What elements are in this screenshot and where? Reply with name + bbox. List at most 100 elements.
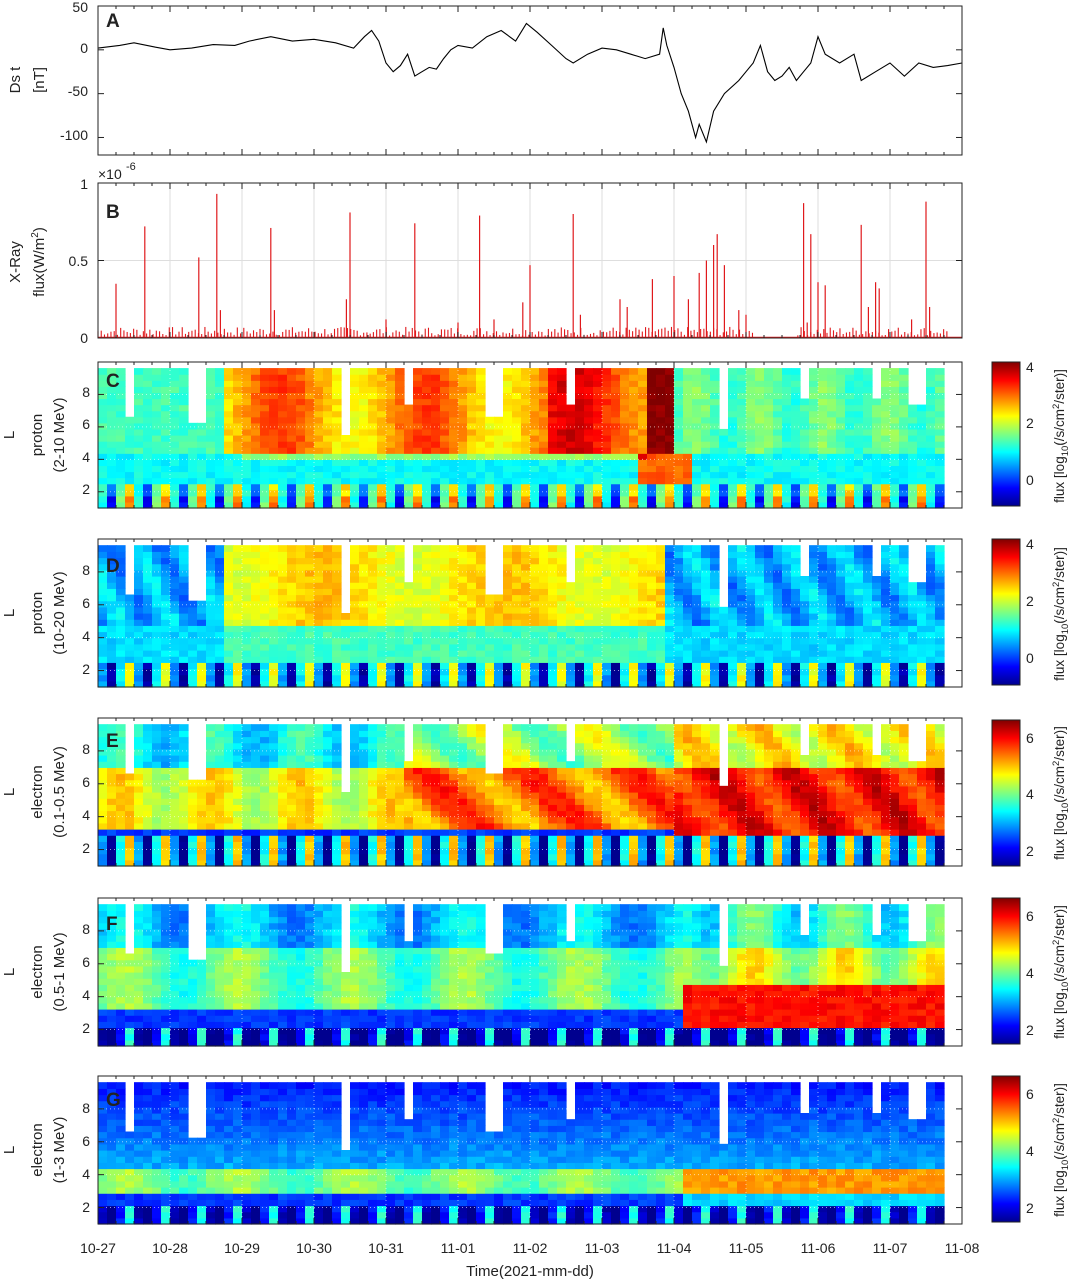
spectrogram-cell xyxy=(107,495,117,503)
spectrogram-cell xyxy=(350,447,360,454)
spectrogram-cell xyxy=(782,650,792,657)
spectrogram-cell xyxy=(818,404,828,412)
spectrogram-cell xyxy=(323,576,333,583)
spectrogram-cell xyxy=(692,447,702,454)
spectrogram-cell xyxy=(791,398,801,406)
spectrogram-cell xyxy=(467,563,477,571)
spectrogram-cell xyxy=(467,392,477,400)
spectrogram-cell xyxy=(737,563,747,571)
spectrogram-cell xyxy=(566,650,576,657)
spectrogram-cell xyxy=(818,386,828,394)
spectrogram-cell xyxy=(350,582,360,589)
spectrogram-cell xyxy=(233,447,243,454)
spectrogram-cell xyxy=(305,386,315,394)
spectrogram-cell xyxy=(683,637,693,645)
spectrogram-cell xyxy=(296,374,306,381)
spectrogram-cell xyxy=(629,447,639,454)
spectrogram-cell xyxy=(476,594,486,602)
spectrogram-cell xyxy=(116,428,126,436)
spectrogram-cell xyxy=(242,680,252,688)
spectrogram-cell xyxy=(656,465,666,473)
spectrogram-cell xyxy=(440,495,450,503)
spectrogram-cell xyxy=(251,410,261,418)
spectrogram-cell xyxy=(296,447,306,454)
spectrogram-cell xyxy=(512,625,522,633)
spectrogram-cell xyxy=(665,643,675,651)
spectrogram-cell xyxy=(638,625,648,633)
spectrogram-cell xyxy=(458,447,468,454)
spectrogram-cell xyxy=(98,798,108,805)
spectrogram-cell xyxy=(656,483,666,491)
spectrogram-cell xyxy=(395,435,405,442)
spectrogram-cell xyxy=(296,416,306,424)
spectrogram-cell xyxy=(215,557,225,565)
spectrogram-cell xyxy=(863,471,873,479)
spectrogram-cell xyxy=(449,674,459,682)
spectrogram-cell xyxy=(440,600,450,608)
spectrogram-cell xyxy=(125,453,135,460)
spectrogram-cell xyxy=(233,428,243,436)
spectrogram-cell xyxy=(584,416,594,424)
spectrogram-cell xyxy=(548,650,558,657)
spectrogram-cell xyxy=(593,662,603,670)
spectrogram-cell xyxy=(323,483,333,491)
spectrogram-cell xyxy=(710,501,720,509)
spectrogram-cell xyxy=(665,606,675,614)
spectrogram-cell xyxy=(449,625,459,633)
spectrogram-cell xyxy=(458,380,468,387)
spectrogram-cell xyxy=(701,435,711,442)
spectrogram-cell xyxy=(854,380,864,387)
spectrogram-cell xyxy=(287,501,297,509)
spectrogram-cell xyxy=(269,637,279,645)
spectrogram-cell xyxy=(161,637,171,645)
spectrogram-cell xyxy=(476,422,486,430)
spectrogram-cell xyxy=(620,650,630,657)
spectrogram-cell xyxy=(395,501,405,509)
spectrogram-cell xyxy=(827,613,837,620)
spectrogram-cell xyxy=(458,495,468,503)
spectrogram-cell xyxy=(107,619,117,626)
spectrogram-cell xyxy=(386,594,396,602)
spectrogram-cell xyxy=(512,551,522,559)
spectrogram-cell xyxy=(494,674,504,682)
spectrogram-cell xyxy=(818,483,828,491)
spectrogram-cell xyxy=(674,600,684,608)
spectrogram-cell xyxy=(791,582,801,589)
spectrogram-cell xyxy=(872,428,882,436)
spectrogram-cell xyxy=(467,557,477,565)
spectrogram-cell xyxy=(881,435,891,442)
spectrogram-cell xyxy=(107,668,117,676)
spectrogram-cell xyxy=(692,459,702,467)
spectrogram-cell xyxy=(611,422,621,430)
spectrogram-cell xyxy=(656,625,666,633)
spectrogram-cell xyxy=(170,650,180,657)
spectrogram-cell xyxy=(467,428,477,436)
spectrogram-cell xyxy=(323,435,333,442)
spectrogram-cell xyxy=(431,674,441,682)
spectrogram-cell xyxy=(755,557,765,565)
spectrogram-cell xyxy=(773,483,783,491)
spectrogram-cell xyxy=(377,613,387,620)
spectrogram-cell xyxy=(521,465,531,473)
spectrogram-cell xyxy=(359,422,369,430)
spectrogram-cell xyxy=(800,477,810,485)
spectrogram-cell xyxy=(890,588,900,596)
spectrogram-cell xyxy=(566,631,576,639)
spectrogram-cell xyxy=(926,582,936,589)
spectrogram-cell xyxy=(530,435,540,442)
spectrogram-cell xyxy=(242,582,252,589)
spectrogram-cell xyxy=(350,594,360,602)
spectrogram-cell xyxy=(548,489,558,497)
spectrogram-cell xyxy=(242,428,252,436)
spectrogram-cell xyxy=(827,680,837,688)
spectrogram-cell xyxy=(422,576,432,583)
spectrogram-cell xyxy=(746,656,756,663)
spectrogram-cell xyxy=(890,656,900,663)
spectrogram-cell xyxy=(494,650,504,657)
spectrogram-cell xyxy=(125,619,135,626)
spectrogram-cell xyxy=(233,662,243,670)
spectrogram-cell xyxy=(809,416,819,424)
spectrogram-cell xyxy=(386,569,396,577)
spectrogram-cell xyxy=(458,619,468,626)
spectrogram-cell xyxy=(602,650,612,657)
